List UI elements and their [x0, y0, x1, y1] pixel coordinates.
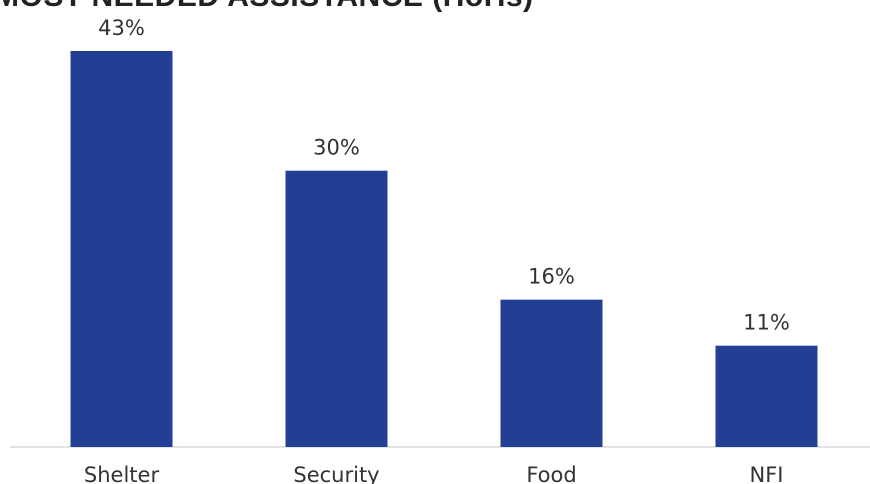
value-label-security: 30% — [313, 136, 360, 160]
value-labels-group: 43% 30% 16% 11% — [98, 16, 790, 335]
category-label-nfi: NFI — [750, 463, 784, 484]
value-label-nfi: 11% — [743, 311, 790, 335]
chart-title: MOST NEEDED ASSISTANCE (HoHs) — [0, 0, 534, 14]
value-label-shelter: 43% — [98, 16, 145, 40]
bar-nfi — [715, 345, 818, 447]
value-label-food: 16% — [528, 265, 575, 289]
category-label-shelter: Shelter — [84, 463, 160, 484]
category-labels-group: Shelter Security Food NFI — [84, 463, 784, 484]
category-label-security: Security — [293, 463, 379, 484]
bars-group — [70, 51, 818, 447]
bar-food — [500, 299, 603, 447]
category-label-food: Food — [526, 463, 576, 484]
bar-security — [285, 170, 388, 447]
bar-shelter — [70, 51, 173, 447]
